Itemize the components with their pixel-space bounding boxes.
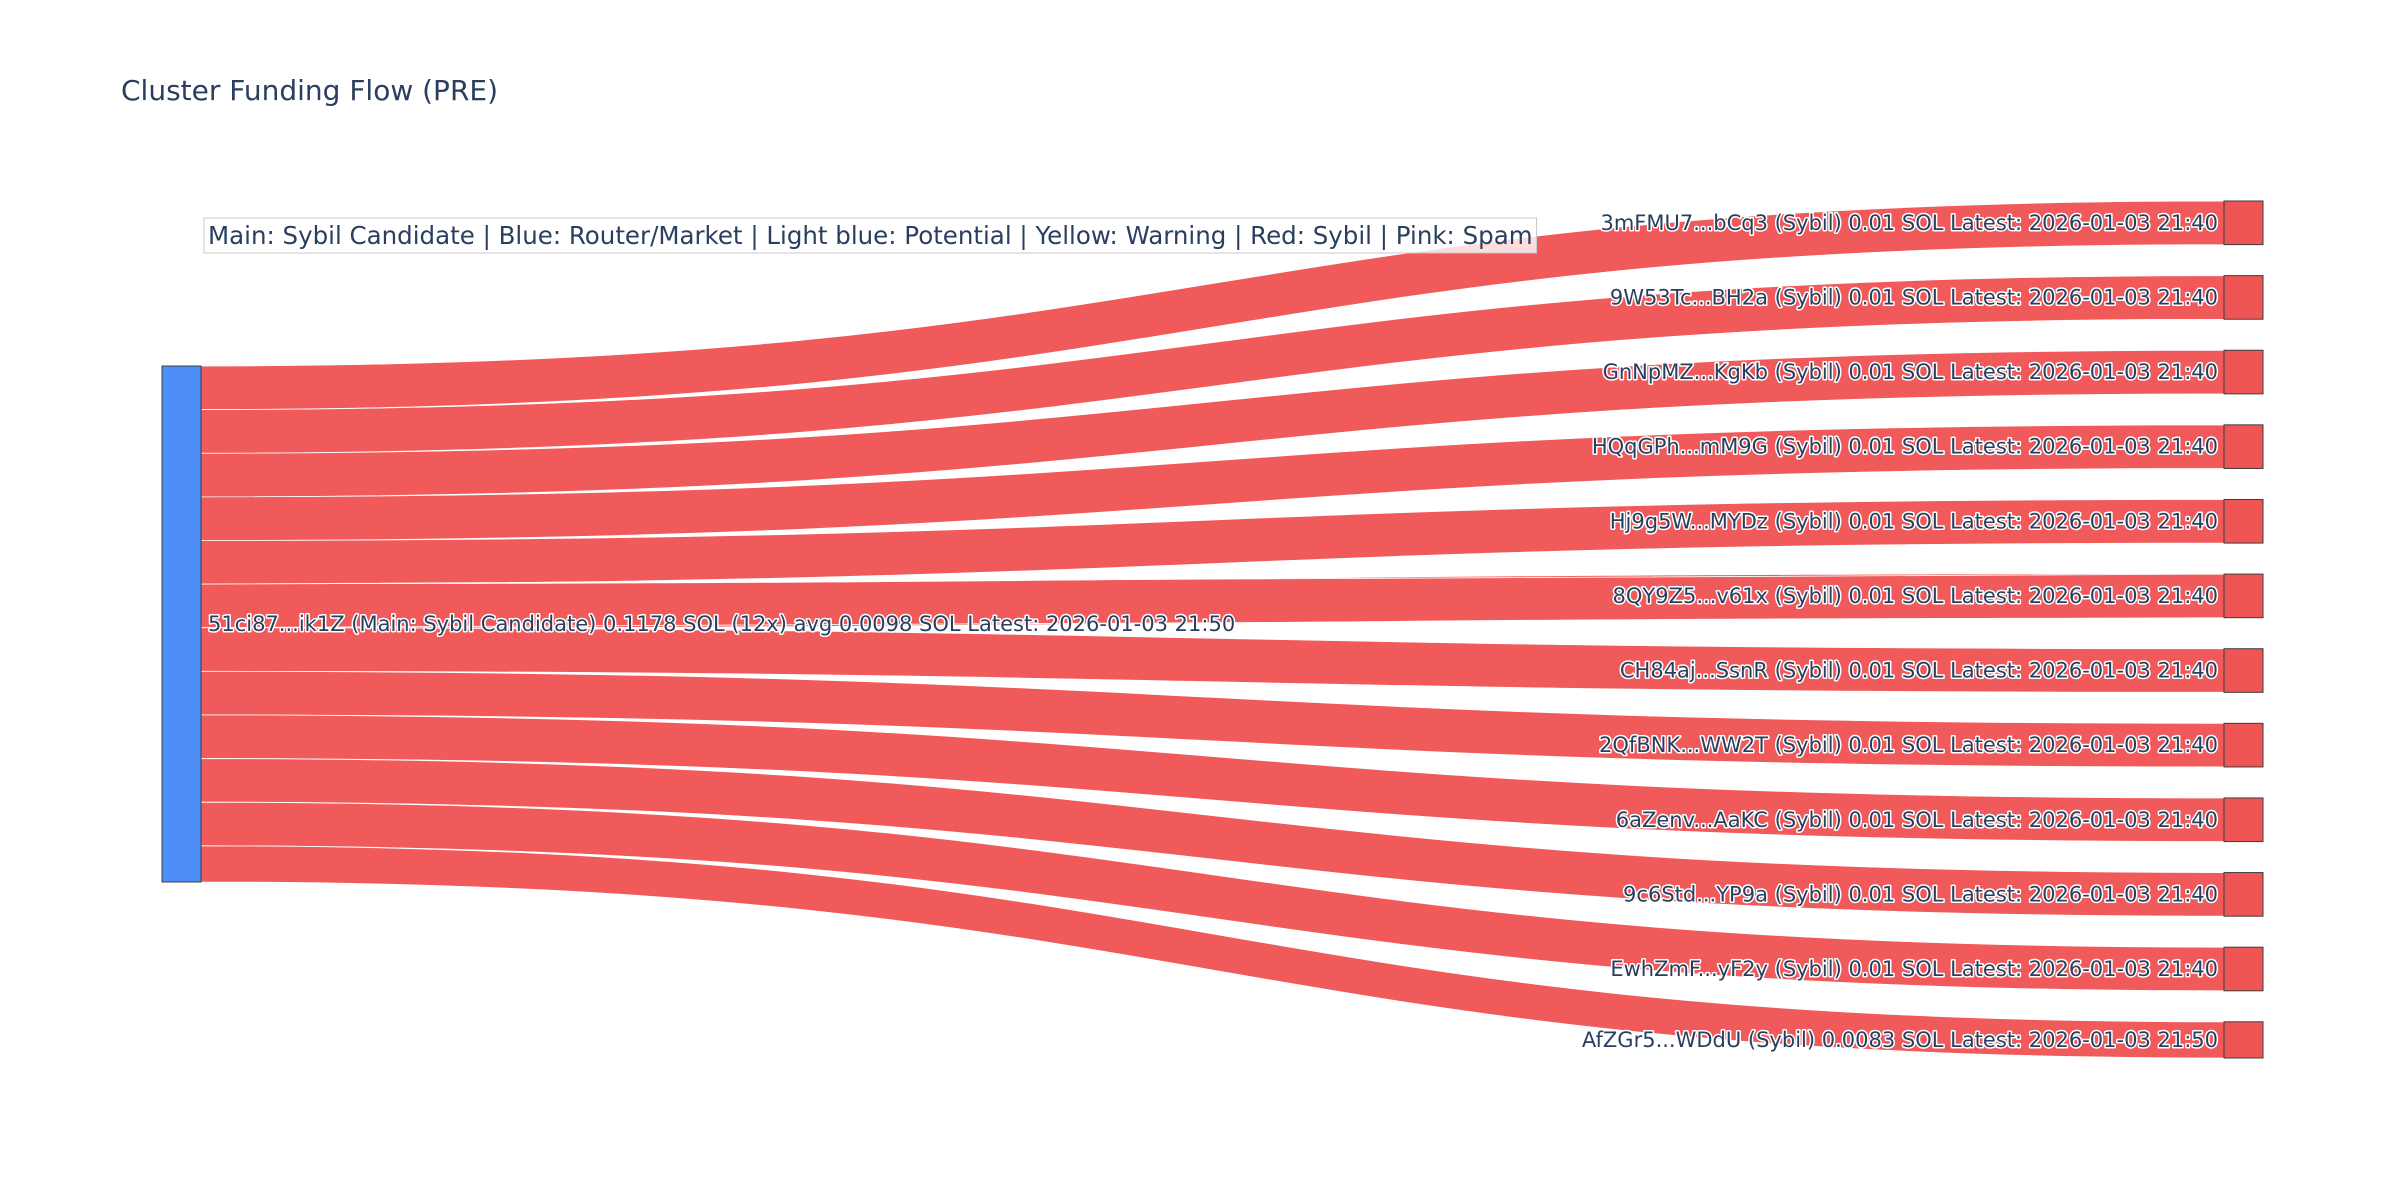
target-node-label: 9c6Std...YP9a (Sybil) 0.01 SOL Latest: 2… [1623, 882, 2218, 906]
target-node-label: EwhZmF...yF2y (Sybil) 0.01 SOL Latest: 2… [1610, 957, 2218, 981]
target-node-label: 8QY9Z5...v61x (Sybil) 0.01 SOL Latest: 2… [1613, 584, 2218, 608]
target-node[interactable] [2223, 1021, 2264, 1059]
target-node-label: HQqGPh...mM9G (Sybil) 0.01 SOL Latest: 2… [1592, 435, 2218, 459]
links-group [200, 200, 2225, 1059]
target-node[interactable] [2223, 275, 2264, 320]
target-node-label: 3mFMU7...bCq3 (Sybil) 0.01 SOL Latest: 2… [1600, 211, 2218, 235]
legend-note-box [203, 217, 1538, 254]
source-node[interactable] [161, 365, 202, 883]
nodes-group [161, 200, 2264, 1059]
target-node-label: 2QfBNK...WW2T (Sybil) 0.01 SOL Latest: 2… [1599, 733, 2218, 757]
target-node-label: GnNpMZ...KgKb (Sybil) 0.01 SOL Latest: 2… [1603, 360, 2218, 384]
target-node-label: CH84aj...SsnR (Sybil) 0.01 SOL Latest: 2… [1620, 659, 2218, 683]
legend-note-text: Main: Sybil Candidate | Blue: Router/Mar… [208, 221, 1533, 250]
target-node-label: 6aZenv...AaKC (Sybil) 0.01 SOL Latest: 2… [1616, 808, 2218, 832]
target-node-label: 9W53Tc...BH2a (Sybil) 0.01 SOL Latest: 2… [1610, 285, 2218, 309]
target-node-label: Hj9g5W...MYDz (Sybil) 0.01 SOL Latest: 2… [1610, 509, 2218, 533]
target-node-label: AfZGr5...WDdU (Sybil) 0.0083 SOL Latest:… [1582, 1028, 2218, 1052]
source-node-label: 51ci87...ik1Z (Main: Sybil Candidate) 0.… [208, 612, 1235, 636]
target-node[interactable] [2223, 648, 2264, 693]
legend-note: Main: Sybil Candidate | Blue: Router/Mar… [203, 217, 1538, 254]
target-node[interactable] [2223, 573, 2264, 619]
target-node[interactable] [2223, 946, 2264, 992]
target-node[interactable] [2223, 872, 2264, 917]
target-node[interactable] [2223, 797, 2264, 843]
target-node[interactable] [2223, 349, 2264, 395]
chart-title: Cluster Funding Flow (PRE) [121, 74, 498, 107]
target-node[interactable] [2223, 424, 2264, 469]
labels-group: 51ci87...ik1Z (Main: Sybil Candidate) 0.… [207, 209, 2220, 1053]
target-node[interactable] [2223, 722, 2264, 768]
target-node[interactable] [2223, 498, 2264, 544]
target-node[interactable] [2223, 200, 2264, 246]
